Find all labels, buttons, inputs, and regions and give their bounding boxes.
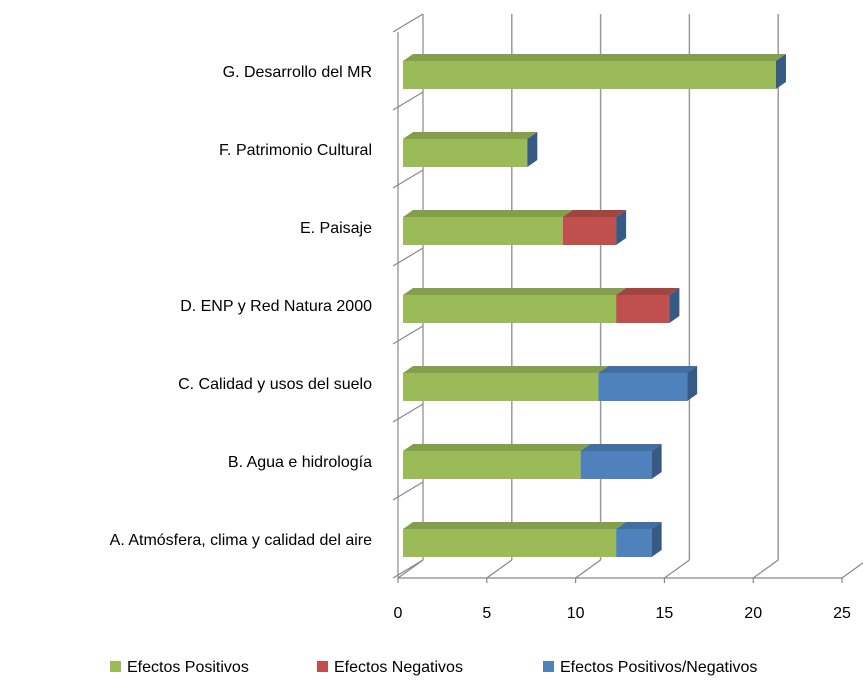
bar [527,132,538,167]
x-tick-label: 10 [567,605,585,622]
floor-line [575,559,601,579]
bar [403,210,573,245]
bar-front [403,451,581,479]
bar [403,288,627,323]
bar [669,288,680,323]
bar-top [403,210,573,217]
bar-side [527,132,538,167]
bar-side [687,366,698,401]
bar-side [616,210,627,245]
y-tick-label: B. Agua e hidrología [228,454,372,471]
wall-line [392,481,424,501]
bar-front [403,529,617,557]
bar-front [580,451,652,479]
bar-top [403,288,627,295]
x-tick-label: 0 [394,605,403,622]
x-tick-label: 20 [744,605,762,622]
wall-line [392,13,424,33]
bar-top [562,210,627,217]
bar [616,288,680,323]
bar [403,54,786,89]
bar-front [562,217,617,245]
bar-top [580,444,662,451]
legend-label: Efectos Positivos [127,659,249,676]
y-tick-label: F. Patrimonio Cultural [219,142,372,159]
bar [562,210,627,245]
bar-top [403,444,591,451]
bar-side [775,54,786,89]
bar [775,54,786,89]
x-tick-label: 5 [482,605,491,622]
bar-front [403,139,528,167]
bar-top [616,288,680,295]
legend-swatch [317,661,328,672]
y-tick-label: A. Atmósfera, clima y calidad del aire [110,532,372,549]
bar [403,366,609,401]
bar-front [598,373,688,401]
floor-line [486,559,513,579]
legend-label: Efectos Negativos [334,659,463,676]
bar-front [616,295,670,323]
y-tick-label: C. Calidad y usos del suelo [178,376,372,393]
wall-line [392,169,424,189]
y-tick-label: D. ENP y Red Natura 2000 [180,298,372,315]
floor-line [841,562,863,579]
bar-top [403,132,538,139]
wall-line [392,247,424,267]
bar [403,522,627,557]
legend-swatch [543,661,554,672]
bar-top [403,366,609,373]
y-tick-label: G. Desarrollo del MR [223,64,372,81]
bar-front [616,529,652,557]
bar [403,444,591,479]
bar [616,210,627,245]
bar-top [403,54,786,61]
wall-line [392,403,424,423]
bar-top [403,522,627,529]
bar [403,132,538,167]
bar-top [598,366,698,373]
wall-line [392,325,424,345]
bar-side [669,288,680,323]
bar [580,444,662,479]
bar-side [651,444,662,479]
bar-top [616,522,662,529]
floor-line [664,559,690,579]
x-tick-label: 15 [656,605,674,622]
wall-line [392,91,424,111]
bar-front [403,373,599,401]
legend-label: Efectos Positivos/Negativos [560,659,757,676]
bar-side [651,522,662,557]
bar [616,522,662,557]
wall-line [392,559,424,579]
bar-front [403,295,617,323]
bar-front [403,61,776,89]
legend-swatch [110,661,121,672]
floor-line [752,559,779,579]
y-tick-label: E. Paisaje [300,220,372,237]
bar [598,366,698,401]
bar-front [403,217,563,245]
x-tick-label: 25 [833,605,851,622]
